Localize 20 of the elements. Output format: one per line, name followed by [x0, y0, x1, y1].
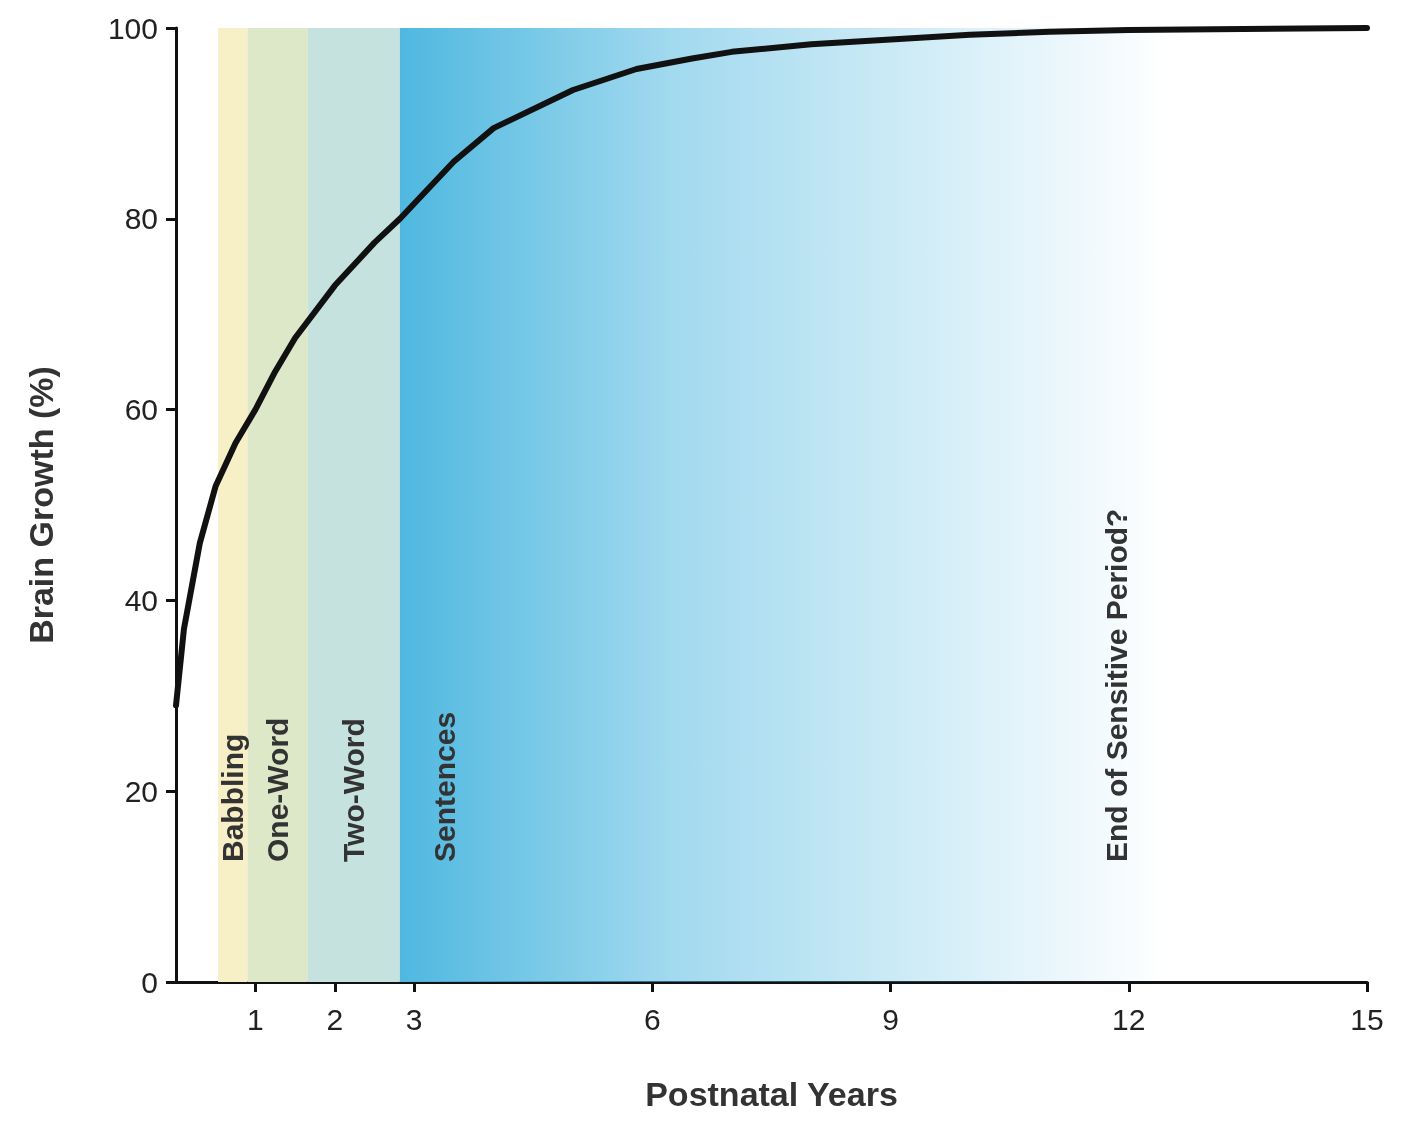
y-tick-label: 100 — [107, 11, 158, 45]
band-label: Sentences — [428, 711, 462, 862]
y-tick-label: 40 — [124, 583, 158, 617]
y-tick-label: 80 — [124, 202, 158, 236]
x-tick-label: 12 — [1112, 1002, 1146, 1036]
x-tick-label: 9 — [882, 1002, 899, 1036]
y-axis-title: Brain Growth (%) — [22, 366, 60, 644]
band-label: One-Word — [261, 717, 295, 862]
x-tick-label: 6 — [644, 1002, 661, 1036]
band-label: Two-Word — [337, 718, 371, 862]
x-tick-label: 3 — [405, 1002, 423, 1036]
annotation: End of Sensitive Period? — [1100, 508, 1134, 862]
x-tick-label: 1 — [247, 1002, 264, 1036]
y-tick-label: 0 — [141, 965, 158, 999]
x-tick-label: 2 — [326, 1002, 344, 1036]
band-label: Babbling — [216, 733, 250, 862]
x-axis-title: Postnatal Years — [645, 1075, 898, 1113]
x-tick-label: 15 — [1350, 1002, 1384, 1036]
y-tick-label: 60 — [124, 393, 158, 427]
y-tick-label: 20 — [124, 774, 158, 808]
